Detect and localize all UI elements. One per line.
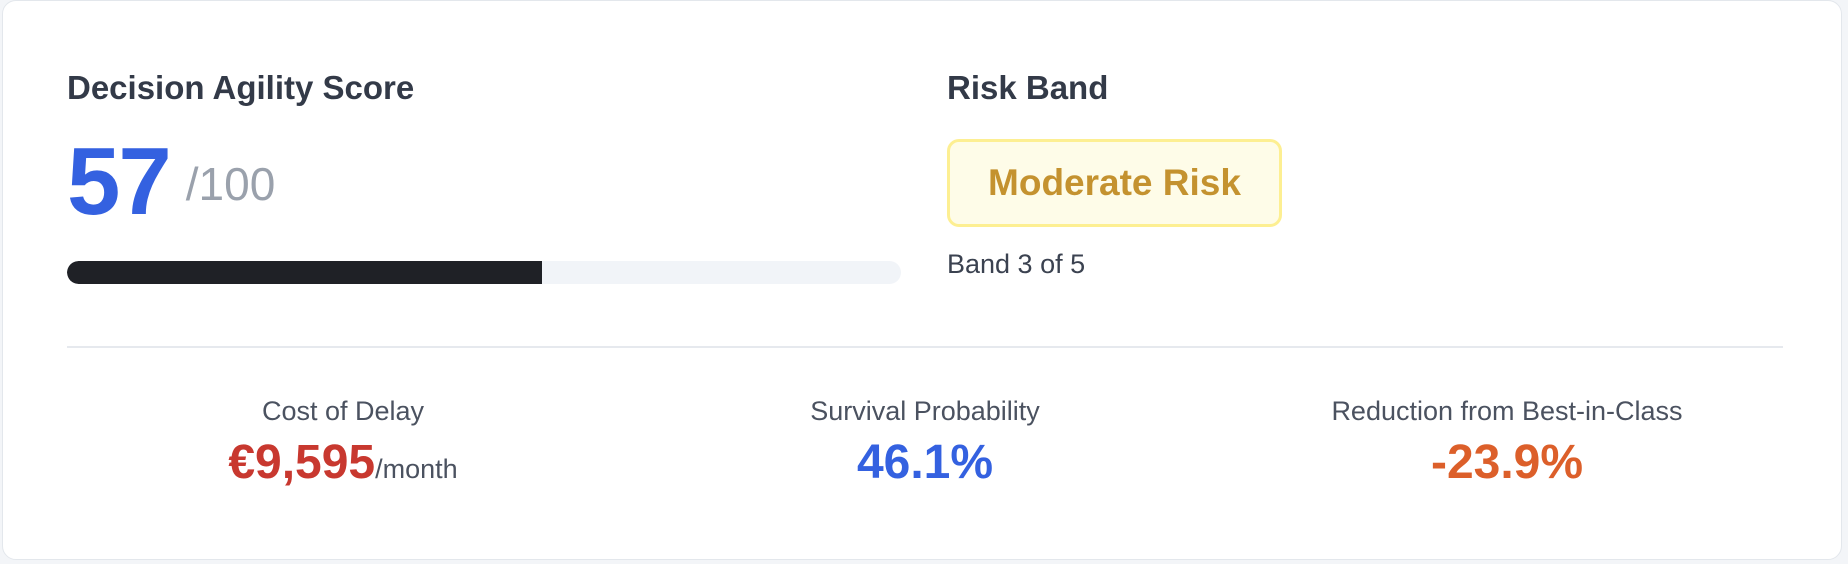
metric-value: €9,595/month (63, 435, 623, 490)
score-title: Decision Agility Score (67, 69, 415, 106)
progress-track (67, 261, 901, 284)
risk-title: Risk Band (947, 69, 1109, 106)
progress-fill (67, 261, 543, 284)
metric-label: Reduction from Best-in-Class (1331, 396, 1683, 426)
divider (67, 346, 1783, 348)
metric-value: -23.9% (1227, 435, 1787, 490)
band-text: Band 3 of 5 (947, 249, 1086, 279)
metric: Cost of Delay €9,595/month (63, 396, 623, 490)
metric-label: Cost of Delay (261, 396, 425, 426)
metric: Survival Probability 46.1% (645, 396, 1205, 490)
metric-label: Survival Probability (810, 396, 1040, 426)
score-max: /100 (185, 158, 276, 210)
risk-badge: Moderate Risk (947, 139, 1282, 227)
score-value: 57 (67, 128, 172, 235)
metric-number: €9,595 (228, 436, 376, 489)
score-row: 57 /100 (67, 127, 275, 237)
metric: Reduction from Best-in-Class -23.9% (1227, 396, 1787, 490)
metric-unit: /month (375, 454, 458, 484)
metric-value: 46.1% (645, 435, 1205, 490)
metric-number: -23.9% (1430, 436, 1584, 489)
metric-number: 46.1% (856, 436, 994, 489)
